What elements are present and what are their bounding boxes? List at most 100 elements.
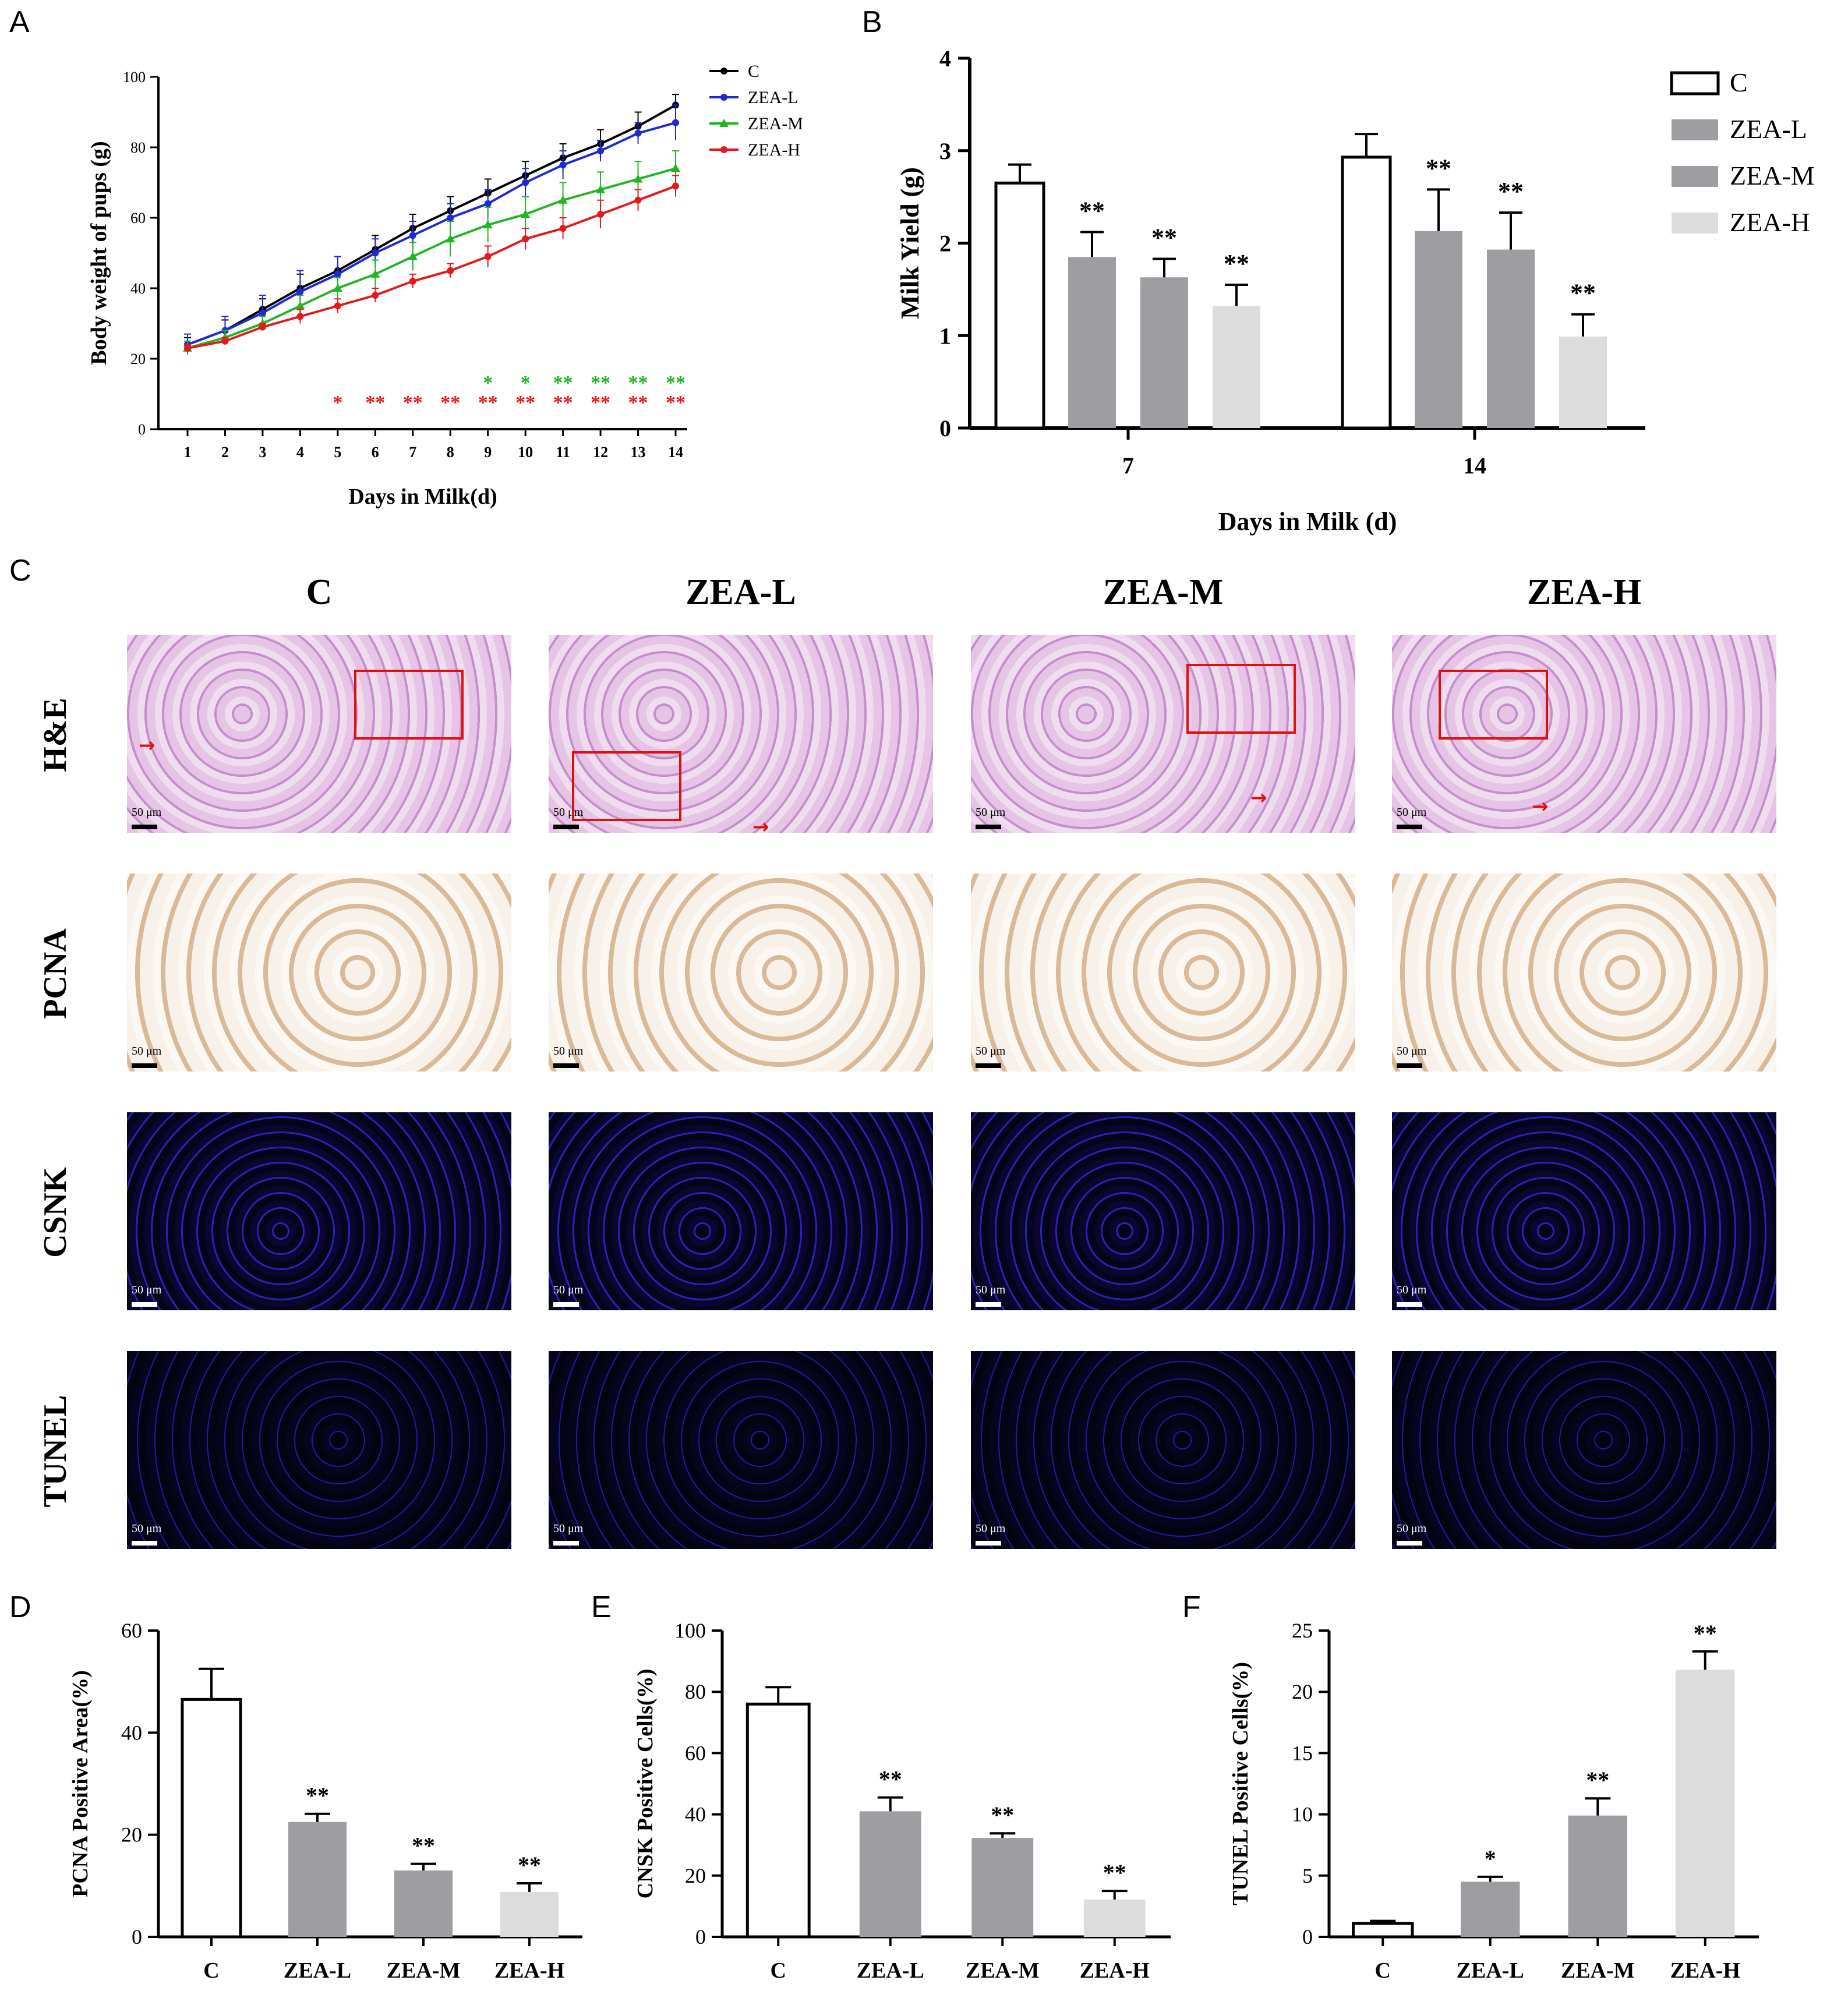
y-axis-label-f: TUNEL Positive Cells(%) (1228, 1662, 1253, 1905)
arrow-icon: → (752, 815, 769, 833)
scale-bar-label: 50 μm (976, 1283, 1006, 1296)
data-point-a (334, 302, 341, 310)
significance-mark-f: ** (1586, 1767, 1609, 1793)
legend-marker-a (720, 68, 727, 75)
y-tick-label-e: 100 (674, 1619, 706, 1642)
scale-bar: 50 μm (132, 806, 178, 829)
x-tick-label-f: C (1375, 1958, 1391, 1983)
data-point-a (409, 232, 416, 239)
x-tick-label-d: ZEA-M (387, 1958, 461, 1983)
significance-mark-a: ** (628, 372, 648, 394)
data-point-a (484, 253, 492, 260)
scale-bar-label: 50 μm (132, 1045, 162, 1058)
data-point-a (295, 301, 305, 310)
series-line-zea-l (187, 121, 676, 346)
micrograph-csnk-zea-m: 50 μm (971, 1112, 1355, 1310)
micrograph-tunel-zea-l: 50 μm (549, 1351, 933, 1549)
scale-bar: 50 μm (1397, 806, 1443, 829)
scale-bar-line (1397, 1302, 1422, 1307)
micrograph-hande-zea-m: 50 μm → (971, 635, 1355, 833)
y-tick-label-f: 20 (1292, 1680, 1313, 1703)
scale-bar: 50 μm (1397, 1522, 1443, 1546)
scale-bar-line (1397, 1541, 1422, 1546)
significance-mark-d: ** (412, 1833, 435, 1859)
bar-f-zea-m (1568, 1815, 1627, 1937)
x-tick-label-a: 4 (296, 444, 304, 461)
scale-bar-line (132, 825, 157, 829)
significance-mark-a: ** (403, 392, 423, 413)
micrograph-hande-zea-l: 50 μm → (549, 635, 933, 833)
highlight-box (1439, 670, 1548, 740)
data-point-a (408, 252, 418, 260)
significance-mark-d: ** (518, 1852, 541, 1878)
data-point-a (633, 174, 643, 183)
micrograph-pcna-zea-m: 50 μm (971, 874, 1355, 1072)
y-tick-label-e: 80 (685, 1680, 706, 1703)
column-header-zea-h: ZEA-H (1527, 572, 1642, 612)
panel-letter-e: E (591, 1590, 612, 1624)
x-tick-label-a: 12 (593, 444, 608, 461)
micrograph-grid: C ZEA-L ZEA-M ZEA-H H&E 50 μm → 50 μm → 50 μm → 50 … (0, 559, 1848, 1561)
x-tick-label-d: C (203, 1958, 219, 1983)
arrow-icon: → (139, 734, 156, 757)
data-point-a (634, 196, 642, 204)
row-header-hande: H&E (37, 698, 73, 772)
micrograph-csnk-zea-h: 50 μm (1392, 1112, 1776, 1310)
data-point-a (597, 210, 605, 218)
data-point-a (296, 288, 304, 296)
scale-bar-line (976, 1063, 1001, 1068)
highlight-box (1186, 664, 1296, 734)
data-point-a (372, 292, 379, 299)
significance-mark-f: * (1485, 1845, 1496, 1872)
data-point-a (370, 269, 380, 278)
x-tick-label-e: C (771, 1958, 786, 1983)
bar-d-c (181, 1698, 242, 1939)
bar-e-zea-l (859, 1811, 921, 1937)
y-axis-label-b: Milk Yield (g) (896, 167, 924, 319)
panel-letter-d: D (9, 1590, 31, 1624)
data-point-a (334, 270, 341, 278)
y-tick-label-d: 40 (121, 1721, 142, 1744)
data-point-a (522, 235, 529, 243)
row-header-tunel: TUNEL (37, 1395, 73, 1508)
panel-letter-b: B (862, 5, 882, 39)
scale-bar-line (553, 1302, 579, 1307)
legend-swatch-b (1672, 166, 1718, 187)
panel-letter-a: A (9, 5, 30, 39)
row-header-pcna: PCNA (37, 928, 73, 1019)
data-point-a (671, 164, 680, 172)
arrow-icon: → (1532, 795, 1549, 818)
significance-mark-a: ** (628, 392, 648, 413)
legend-label-b: ZEA-H (1730, 207, 1810, 237)
x-tick-label-a: 6 (372, 444, 379, 461)
data-point-a (296, 313, 304, 320)
y-tick-label-d: 0 (132, 1925, 142, 1949)
significance-mark-a: * (483, 372, 493, 394)
data-point-a (447, 214, 454, 221)
scale-bar-line (132, 1063, 157, 1068)
micrograph-csnk-zea-l: 50 μm (549, 1112, 933, 1310)
y-tick-label-b: 4 (939, 45, 951, 72)
bar-e-c (745, 1702, 811, 1939)
scale-bar-line (1397, 1063, 1422, 1068)
significance-mark-b: ** (1426, 154, 1451, 182)
scale-bar-label: 50 μm (976, 806, 1006, 819)
scale-bar-line (132, 1302, 157, 1307)
y-tick-label-e: 60 (685, 1741, 706, 1764)
data-point-a (559, 225, 567, 232)
panel-letter-c: C (9, 554, 31, 588)
data-point-a (522, 179, 529, 186)
y-tick-label-f: 10 (1292, 1803, 1313, 1826)
y-tick-label-e: 40 (685, 1803, 706, 1826)
data-point-a (672, 182, 679, 190)
significance-mark-e: ** (1103, 1859, 1126, 1886)
scale-bar-label: 50 μm (1397, 1045, 1427, 1058)
x-axis-label-a: Days in Milk(d) (348, 485, 497, 509)
significance-mark-a: ** (515, 392, 535, 413)
legend-label-a: ZEA-H (748, 140, 800, 160)
legend-swatch-b (1672, 119, 1718, 140)
scale-bar: 50 μm (976, 1045, 1022, 1068)
x-tick-label-e: ZEA-L (857, 1958, 924, 1983)
scale-bar: 50 μm (553, 1522, 600, 1546)
